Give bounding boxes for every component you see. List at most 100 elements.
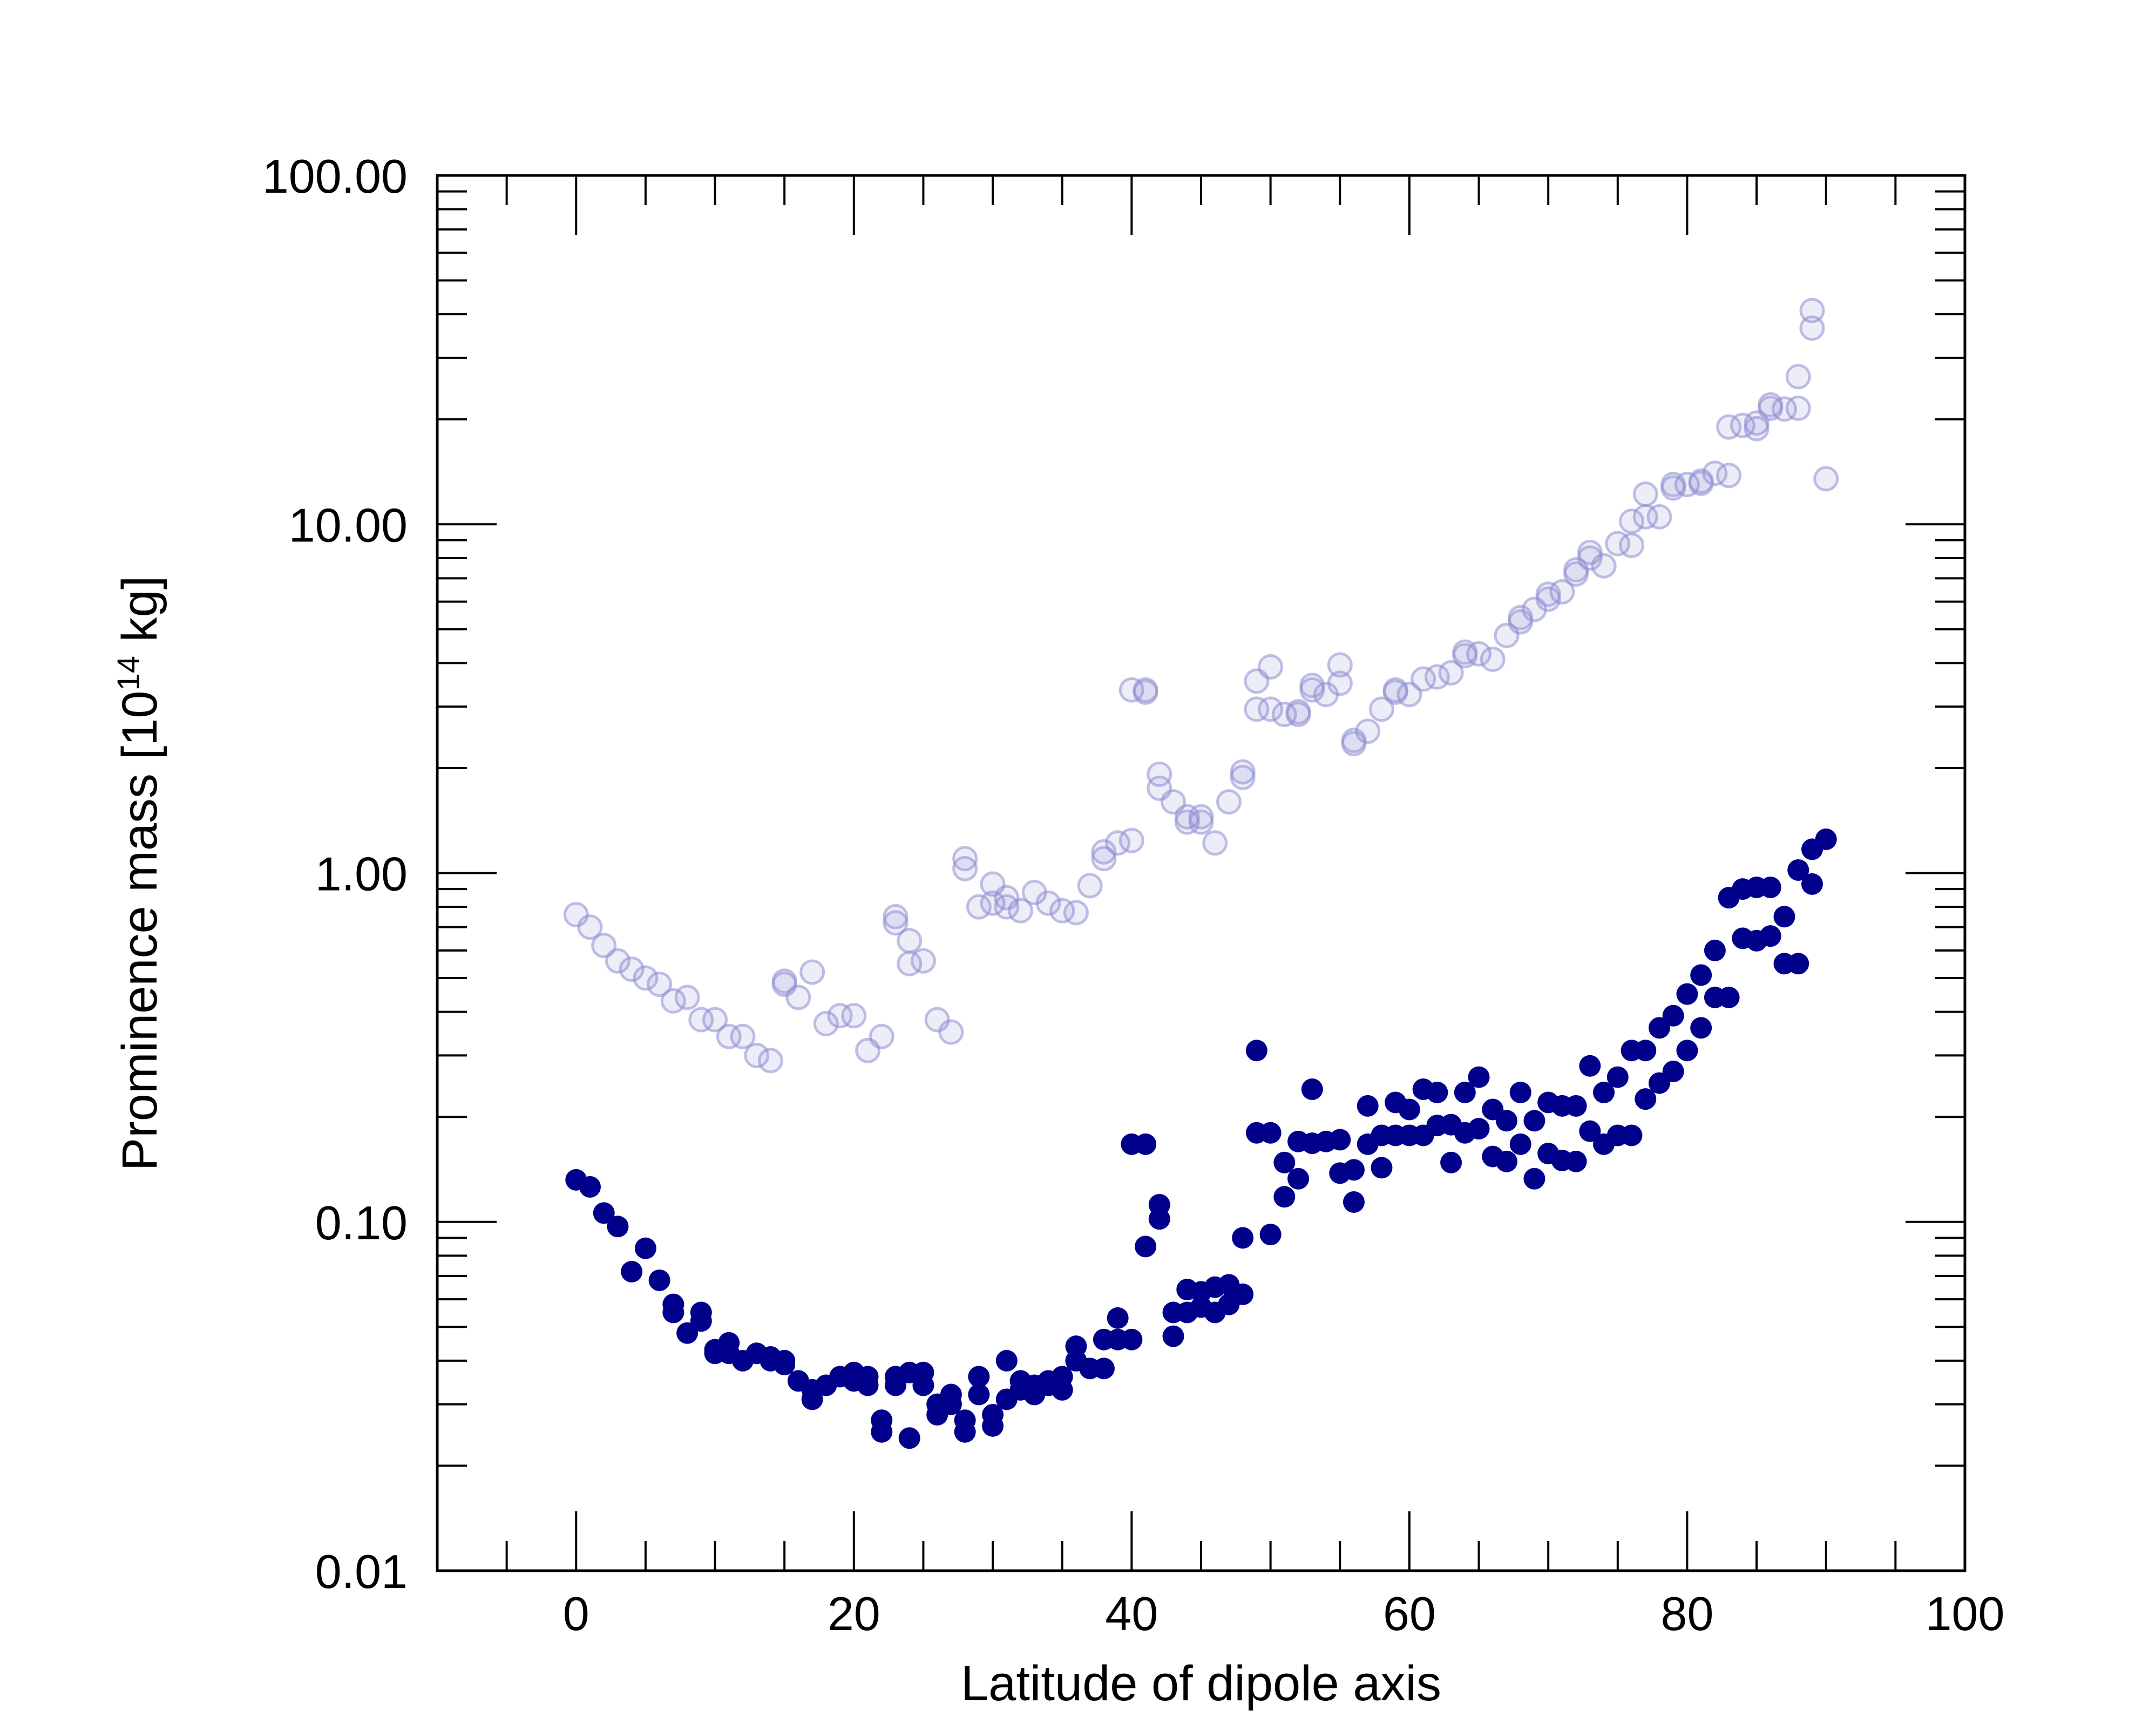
data-point-open [897, 928, 923, 954]
data-point-filled [898, 1427, 920, 1449]
data-point-filled [1523, 1110, 1545, 1132]
data-point-filled [1162, 1325, 1184, 1347]
data-point-filled [1579, 1055, 1601, 1077]
data-point-filled [1523, 1168, 1545, 1190]
points-layer [563, 297, 1839, 1449]
data-point-open [1535, 586, 1561, 612]
data-point-filled [593, 1202, 615, 1224]
data-point-open [1632, 504, 1658, 530]
data-point-filled [1759, 876, 1781, 898]
data-point-open [910, 948, 936, 974]
data-point-filled [1635, 1088, 1657, 1110]
data-point-open [1008, 898, 1034, 924]
data-point-open [619, 956, 645, 982]
x-tick-label: 20 [828, 1587, 880, 1640]
data-point-open [1632, 481, 1658, 507]
data-point-open [1799, 315, 1825, 341]
data-point-open [647, 971, 673, 997]
data-point-open [1577, 545, 1603, 571]
data-point-open [730, 1023, 756, 1049]
data-point-open [1230, 764, 1256, 790]
tick-labels-layer: 0 20 40 60 80 100 0.01 0.10 1.00 10.00 100.00 [262, 150, 2005, 1640]
data-point-filled [1509, 1133, 1531, 1155]
x-tick-label: 100 [1926, 1587, 2005, 1640]
data-point-open [1549, 579, 1575, 605]
data-point-open [1202, 830, 1228, 856]
data-point-open [841, 1003, 867, 1029]
data-point-filled [1135, 1236, 1157, 1258]
data-point-filled [1579, 1120, 1601, 1142]
data-point-filled [1690, 964, 1712, 986]
data-point-filled [1676, 1040, 1698, 1062]
data-point-filled [1093, 1358, 1115, 1380]
data-point-open [1327, 652, 1353, 678]
data-point-open [1118, 827, 1144, 853]
data-point-filled [968, 1366, 990, 1388]
data-point-filled [676, 1322, 699, 1344]
series-filled [565, 828, 1837, 1449]
data-point-open [1035, 890, 1061, 916]
data-point-open [1424, 664, 1450, 690]
data-point-filled [579, 1176, 601, 1198]
y-tick-label: 1.00 [315, 847, 408, 901]
data-point-filled [1801, 873, 1823, 895]
y-tick-label: 0.01 [315, 1545, 408, 1598]
data-point-open [1091, 846, 1117, 872]
data-point-open [938, 1019, 964, 1045]
data-point-open [1688, 468, 1714, 494]
data-point-open [883, 910, 908, 936]
data-point-open [1244, 696, 1270, 722]
data-point-filled [662, 1301, 684, 1323]
data-point-filled [1398, 1098, 1420, 1121]
data-point-filled [1273, 1151, 1296, 1173]
data-point-open [1091, 839, 1117, 865]
data-point-open [1813, 466, 1839, 492]
x-tick-label: 60 [1383, 1587, 1436, 1640]
plot-frame [436, 174, 1967, 1572]
data-point-filled [1273, 1186, 1296, 1208]
data-point-open [883, 904, 908, 929]
data-point-filled [1245, 1040, 1267, 1062]
data-point-filled [621, 1260, 643, 1282]
data-point-open [1619, 508, 1645, 534]
data-point-filled [1343, 1191, 1365, 1213]
data-point-open [716, 1023, 742, 1049]
data-point-filled [1135, 1133, 1157, 1155]
y-axis-label: Prominence mass [1014 kg] [111, 576, 168, 1171]
series-open-faint [563, 297, 1839, 1074]
data-point-filled [1787, 953, 1809, 975]
data-point-open [1466, 641, 1492, 667]
data-point-open [1188, 809, 1214, 835]
data-point-open [827, 1003, 853, 1029]
data-point-open [952, 846, 978, 872]
data-point-filled [1329, 1129, 1351, 1151]
x-axis-label: Latitude of dipole axis [961, 1656, 1441, 1711]
data-point-filled [1468, 1118, 1490, 1140]
data-point-open [1799, 297, 1825, 323]
x-tick-label: 80 [1661, 1587, 1714, 1640]
data-point-open [633, 965, 659, 991]
data-point-open [757, 1048, 783, 1074]
data-point-filled [1454, 1081, 1476, 1103]
y-axis-label-exponent: 14 [111, 656, 146, 691]
data-point-open [605, 948, 630, 974]
data-point-open [1563, 561, 1589, 587]
x-tick-label: 0 [563, 1587, 589, 1640]
data-point-filled [1232, 1283, 1254, 1305]
data-point-filled [648, 1269, 670, 1291]
data-point-filled [1704, 939, 1726, 961]
data-point-open [1258, 654, 1284, 680]
data-point-filled [1496, 1110, 1517, 1132]
y-axis-label-suffix: kg] [112, 576, 167, 656]
data-point-filled [912, 1374, 934, 1396]
data-point-filled [857, 1374, 879, 1396]
data-point-open [1063, 900, 1089, 926]
data-point-filled [1357, 1095, 1379, 1117]
data-point-open [1438, 660, 1464, 686]
data-point-open [1591, 553, 1617, 579]
data-point-open [674, 985, 700, 1010]
data-point-filled [1815, 828, 1837, 850]
data-point-open [1299, 677, 1325, 703]
data-point-filled [1662, 1060, 1684, 1082]
data-point-filled [1690, 1017, 1712, 1039]
